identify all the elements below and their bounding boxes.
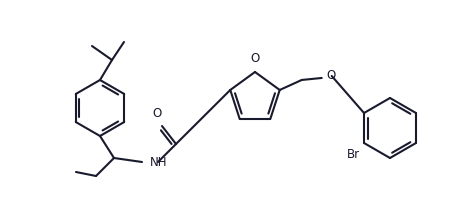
Text: NH: NH [150,156,167,168]
Text: O: O [250,52,259,65]
Text: Br: Br [346,148,359,161]
Text: O: O [326,70,335,83]
Text: O: O [152,107,161,120]
